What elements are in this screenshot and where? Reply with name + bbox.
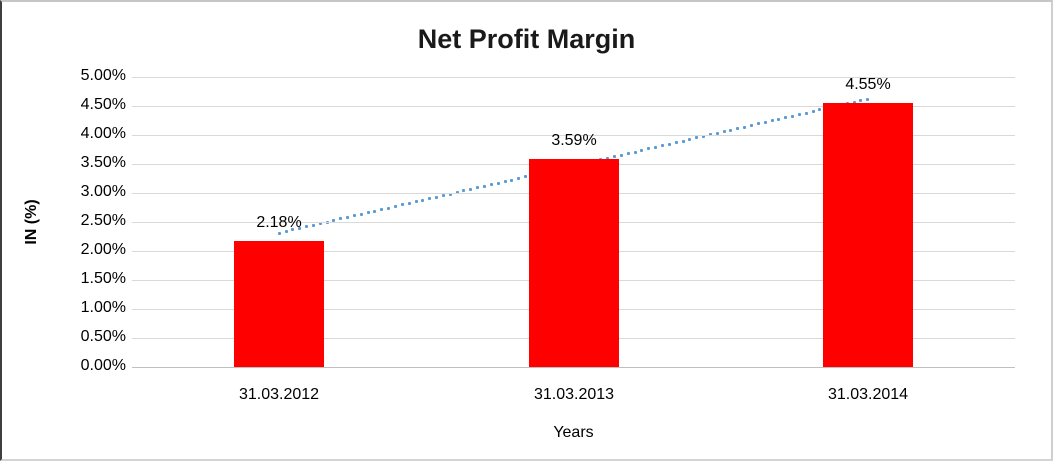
trendline-dot [496, 181, 500, 185]
trendline-dot [777, 117, 781, 121]
trendline-dot [483, 184, 486, 188]
trendline-dot [722, 130, 726, 134]
trendline-dot [380, 208, 384, 212]
trendline-dot [339, 217, 343, 221]
gridline [132, 77, 1015, 78]
trendline-dot [866, 97, 870, 101]
y-tick-label: 2.50% [80, 212, 126, 229]
trendline-dot [797, 113, 801, 117]
bar-value-label: 2.18% [256, 214, 302, 231]
bar-value-label: 3.59% [551, 132, 597, 149]
bar [529, 159, 619, 367]
trendline-dot [462, 189, 466, 193]
y-tick-label: 3.50% [80, 154, 126, 171]
trendline-dot [359, 212, 363, 216]
trendline-dot [517, 176, 521, 180]
trendline-dot [818, 108, 822, 112]
trendline-dot [428, 197, 432, 201]
trendline-dot [791, 114, 795, 118]
trendline-dot [455, 191, 459, 194]
trendline-dot [469, 187, 473, 191]
trendline-dot [804, 111, 808, 115]
trendline-dot [394, 205, 398, 209]
trendline-dot [291, 228, 295, 232]
gridline [132, 106, 1015, 107]
trendline-dot [811, 110, 815, 113]
bar [823, 103, 913, 367]
trendline-dot [743, 125, 747, 129]
trendline-dot [346, 215, 350, 219]
x-tick-label: 31.03.2013 [533, 386, 615, 403]
trendline-dot [318, 222, 322, 226]
trendline-dot [476, 186, 480, 190]
trendline-dot [688, 138, 692, 142]
x-axis-title: Years [553, 424, 594, 441]
trendline-dot [729, 128, 733, 132]
trendline-dot [626, 152, 630, 156]
y-tick-label: 1.50% [80, 270, 126, 287]
trendline-dot [510, 178, 514, 182]
trendline-dot [277, 231, 281, 235]
trendline-dot [702, 134, 706, 138]
bar-value-label: 4.55% [845, 76, 891, 93]
trendline-dot [715, 131, 719, 135]
trendline-dot [305, 225, 309, 229]
trendline-dot [654, 145, 658, 149]
trendline-dot [400, 203, 404, 207]
y-tick-label: 2.00% [80, 241, 126, 258]
trendline-dot [421, 198, 425, 202]
trendline-dot [640, 148, 644, 152]
y-tick-label: 1.00% [80, 299, 126, 316]
bar [234, 241, 324, 367]
trendline-dot [749, 124, 753, 128]
chart-title: Net Profit Margin [417, 24, 636, 54]
trendline-dot [859, 99, 863, 103]
trendline-dot [435, 195, 439, 199]
trendline-dot [763, 120, 767, 124]
y-tick-label: 4.00% [80, 125, 126, 142]
y-tick-label: 0.00% [80, 357, 126, 374]
trendline-dot [681, 139, 685, 143]
trendline-dot [489, 183, 493, 187]
trendline-dot [695, 136, 699, 140]
trendline-dot [647, 147, 651, 151]
trendline-dot [503, 180, 507, 184]
trendline-dot [736, 127, 740, 131]
trendline-dot [311, 223, 315, 227]
y-tick-label: 4.50% [80, 96, 126, 113]
trendline-dot [284, 229, 288, 233]
trendline-dot [660, 144, 664, 148]
trendline-dot [524, 175, 528, 179]
trendline-dot [448, 192, 452, 196]
x-tick-label: 31.03.2012 [238, 386, 320, 403]
trendline-dot [770, 119, 774, 123]
trendline-dot [606, 156, 610, 160]
trendline-dot [414, 200, 418, 204]
trendline-dot [756, 122, 760, 126]
y-tick-label: 3.00% [80, 183, 126, 200]
trendline-dot [667, 142, 671, 146]
trendline-dot [633, 150, 637, 154]
trendline-dot [387, 206, 391, 210]
trendline-dot [619, 153, 623, 157]
y-tick-label: 0.50% [80, 328, 126, 345]
x-axis-line [132, 367, 1015, 368]
trendline-dot [441, 194, 445, 198]
trendline-dot [852, 100, 856, 104]
trendline-dot [332, 219, 336, 223]
trendline-dot [784, 116, 788, 120]
trendline-dot [708, 133, 712, 137]
trendline-dot [373, 209, 377, 213]
trendline-dot [674, 141, 678, 145]
trendline-dot [366, 211, 370, 215]
trendline-dot [613, 155, 617, 159]
y-tick-label: 5.00% [80, 67, 126, 84]
gridline [132, 135, 1015, 136]
trendline-dot [298, 226, 302, 230]
x-tick-label: 31.03.2014 [827, 386, 909, 403]
trendline-dot [407, 201, 411, 205]
trendline-dot [352, 214, 356, 218]
